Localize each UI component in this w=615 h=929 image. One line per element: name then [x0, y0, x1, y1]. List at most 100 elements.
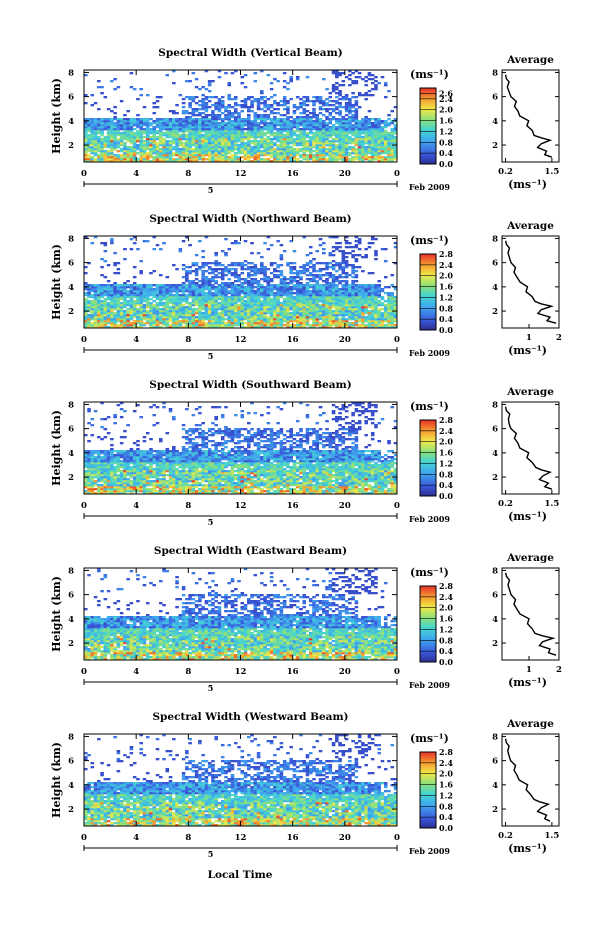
heatmap-cell: [308, 310, 313, 313]
heatmap-cell: [335, 88, 339, 91]
heatmap-cell: [374, 292, 378, 295]
heatmap-cell: [351, 130, 355, 133]
heatmap-cell: [260, 320, 264, 323]
heatmap-cell: [331, 322, 336, 325]
heatmap-cell: [172, 314, 176, 317]
heatmap-cell: [100, 310, 104, 313]
heatmap-cell: [132, 326, 137, 329]
heatmap-cell: [322, 290, 326, 293]
heatmap-cell: [383, 146, 388, 149]
heatmap-cell: [178, 314, 183, 317]
heatmap-cell: [380, 144, 385, 147]
heatmap-cell: [380, 136, 385, 139]
heatmap-cell: [119, 288, 124, 291]
heatmap-cell: [90, 146, 95, 149]
heatmap-cell: [84, 318, 88, 321]
heatmap-cell: [286, 148, 290, 151]
heatmap-cell: [344, 294, 349, 297]
heatmap-cell: [351, 106, 355, 109]
heatmap-cell: [233, 270, 238, 273]
heatmap-cell: [302, 236, 307, 239]
heatmap-cell: [158, 316, 163, 319]
heatmap-cell: [344, 94, 349, 97]
heatmap-cell: [158, 310, 163, 313]
heatmap-cell: [295, 118, 300, 121]
heatmap-cell: [279, 322, 284, 325]
heatmap-cell: [136, 114, 140, 117]
heatmap-cell: [377, 120, 381, 123]
heatmap-cell: [370, 292, 375, 295]
heatmap-cell: [132, 282, 137, 285]
heatmap-cell: [325, 326, 329, 329]
heatmap-cell: [100, 296, 104, 299]
heatmap-cell: [344, 326, 349, 329]
heatmap-cell: [217, 292, 222, 295]
heatmap-cell: [354, 156, 359, 159]
heatmap-cell: [315, 286, 320, 289]
heatmap-cell: [110, 138, 114, 141]
heatmap-cell: [90, 138, 95, 141]
heatmap-cell: [123, 144, 127, 147]
heatmap-cell: [224, 142, 228, 145]
colorbar-tick-label: 1.2: [439, 126, 453, 136]
heatmap-cell: [250, 262, 254, 265]
heatmap-cell: [181, 130, 186, 133]
heatmap-cell: [286, 100, 290, 103]
heatmap-cell: [113, 308, 117, 311]
heatmap-cell: [188, 112, 192, 115]
heatmap-cell: [322, 268, 326, 271]
heatmap-cell: [377, 160, 381, 163]
heatmap-cell: [377, 146, 381, 149]
heatmap-cell: [318, 278, 323, 281]
heatmap-cell: [165, 316, 170, 319]
heatmap-cell: [253, 320, 258, 323]
heatmap-cell: [84, 236, 88, 239]
heatmap-cell: [233, 116, 238, 119]
heatmap-cell: [152, 320, 157, 323]
heatmap-cell: [354, 260, 359, 263]
heatmap-cell: [113, 320, 117, 323]
heatmap-cell: [185, 148, 189, 151]
heatmap-cell: [335, 100, 339, 103]
heatmap-cell: [201, 292, 205, 295]
heatmap-cell: [357, 92, 362, 95]
heatmap-cell: [390, 140, 395, 143]
heatmap-cell: [155, 284, 160, 287]
heatmap-cell: [103, 154, 108, 157]
panel-title: Spectral Width (Vertical Beam): [158, 47, 342, 59]
heatmap-cell: [328, 114, 333, 117]
heatmap-cell: [211, 144, 215, 147]
heatmap-cell: [253, 286, 258, 289]
heatmap-cell: [269, 322, 274, 325]
heatmap-cell: [335, 262, 339, 265]
heatmap-cell: [220, 296, 225, 299]
heatmap-cell: [204, 152, 209, 155]
heatmap-cell: [344, 118, 349, 121]
heatmap-cell: [364, 148, 368, 151]
heatmap-cell: [302, 112, 307, 115]
heatmap-cell: [214, 104, 218, 107]
heatmap-cell: [286, 136, 290, 139]
heatmap-cell: [364, 98, 368, 101]
heatmap-cell: [240, 300, 245, 303]
heatmap-cell: [194, 310, 199, 313]
heatmap-cell: [211, 318, 215, 321]
heatmap-cell: [325, 308, 329, 311]
heatmap-cell: [315, 282, 320, 285]
heatmap-cell: [191, 142, 196, 145]
heatmap-cell: [318, 112, 323, 115]
heatmap-cell: [305, 156, 310, 159]
heatmap-cell: [315, 262, 320, 265]
heatmap-cell: [168, 140, 173, 143]
heatmap-cell: [344, 96, 349, 99]
heatmap-cell: [357, 142, 362, 145]
heatmap-cell: [240, 304, 245, 307]
heatmap-cell: [308, 262, 313, 265]
heatmap-cell: [357, 106, 362, 109]
heatmap-cell: [361, 256, 365, 259]
heatmap-cell: [351, 126, 355, 129]
heatmap-cell: [318, 142, 323, 145]
heatmap-cell: [201, 308, 205, 311]
heatmap-cell: [132, 142, 137, 145]
heatmap-cell: [188, 320, 192, 323]
